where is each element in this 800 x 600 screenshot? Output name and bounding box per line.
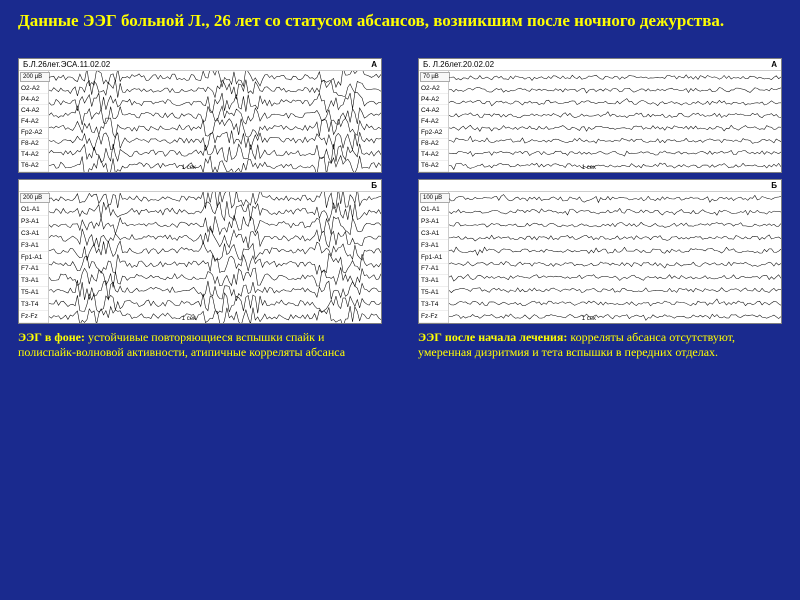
left-caption: ЭЭГ в фоне: устойчивые повторяющиеся всп… <box>18 330 382 360</box>
left-sub-b: Б <box>371 181 377 190</box>
left-column: Б.Л.26лет.ЭСА.11.02.02 А 200 µВ O2-A2P4-… <box>18 58 382 360</box>
channel-label: Fp2-A2 <box>19 128 48 139</box>
right-b-labels: 100 µВ O1-A1P3-A1C3-A1F3-A1Fp1-A1F7-A1T3… <box>419 192 449 323</box>
trace-area-rb: 1 сек <box>449 192 781 323</box>
channel-label: T5-A1 <box>419 287 448 299</box>
channel-label: T3-A1 <box>19 275 48 287</box>
channel-label: C3-A1 <box>19 228 48 240</box>
channel-label: F3-A1 <box>19 240 48 252</box>
channel-label: F7-A1 <box>19 264 48 276</box>
channel-label: T6-A2 <box>419 161 448 172</box>
channel-label: T3-A1 <box>419 275 448 287</box>
time-marker: 1 сек <box>582 316 596 322</box>
right-caption: ЭЭГ после начала лечения: корреляты абса… <box>418 330 782 360</box>
channel-label: F7-A1 <box>419 264 448 276</box>
channel-label: P4-A2 <box>19 94 48 105</box>
channel-label: O2-A2 <box>19 83 48 94</box>
ch-labels-la: O2-A2P4-A2C4-A2F4-A2Fp2-A2F8-A2T4-A2T6-A… <box>19 83 49 172</box>
channel-label: P3-A1 <box>419 216 448 228</box>
right-strip-b: Б 100 µВ O1-A1P3-A1C3-A1F3-A1Fp1-A1F7-A1… <box>418 179 782 324</box>
right-sub-b: Б <box>771 181 777 190</box>
trace-area-lb: 1 сек <box>49 192 381 323</box>
channel-label: O2-A2 <box>419 83 448 94</box>
left-b-labels: 200 µВ O1-A1P3-A1C3-A1F3-A1Fp1-A1F7-A1T3… <box>19 192 49 323</box>
channel-label: T3-T4 <box>19 299 48 311</box>
time-marker: 1 сек <box>182 316 196 322</box>
channel-label: Fz-Fz <box>419 311 448 323</box>
time-marker: 1 сек <box>582 165 596 171</box>
channel-label: P4-A2 <box>419 94 448 105</box>
time-marker: 1 сек <box>182 165 196 171</box>
scale-box: 200 µВ <box>20 72 50 82</box>
right-header-text: Б. Л.26лет.20.02.02 <box>423 60 494 69</box>
left-caption-lead: ЭЭГ в фоне: <box>18 330 85 344</box>
scale-box: 100 µВ <box>420 193 450 203</box>
left-strip-a: Б.Л.26лет.ЭСА.11.02.02 А 200 µВ O2-A2P4-… <box>18 58 382 173</box>
channel-label: F3-A1 <box>419 240 448 252</box>
right-strip-a: Б. Л.26лет.20.02.02 А 70 µВ O2-A2P4-A2C4… <box>418 58 782 173</box>
left-sub-a: А <box>371 60 377 69</box>
scale-box: 70 µВ <box>420 72 450 82</box>
channel-label: P3-A1 <box>19 216 48 228</box>
channel-label: Fp1-A1 <box>419 252 448 264</box>
trace-area-ra: 1 сек <box>449 71 781 172</box>
channel-label: T4-A2 <box>19 150 48 161</box>
channel-label: C4-A2 <box>419 105 448 116</box>
left-a-labels: 200 µВ O2-A2P4-A2C4-A2F4-A2Fp2-A2F8-A2T4… <box>19 71 49 172</box>
ch-labels-lb: O1-A1P3-A1C3-A1F3-A1Fp1-A1F7-A1T3-A1T5-A… <box>19 204 49 323</box>
channel-label: F4-A2 <box>19 116 48 127</box>
right-sub-a: А <box>771 60 777 69</box>
channel-label: F8-A2 <box>19 139 48 150</box>
ch-labels-ra: O2-A2P4-A2C4-A2F4-A2Fp2-A2F8-A2T4-A2T6-A… <box>419 83 449 172</box>
channel-label: T4-A2 <box>419 150 448 161</box>
channel-label: Fp2-A2 <box>419 128 448 139</box>
channel-label: F4-A2 <box>419 116 448 127</box>
channel-label: T3-T4 <box>419 299 448 311</box>
channel-label: T6-A2 <box>19 161 48 172</box>
channel-label: T5-A1 <box>19 287 48 299</box>
channel-label: Fp1-A1 <box>19 252 48 264</box>
channel-label: F8-A2 <box>419 139 448 150</box>
channel-label: O1-A1 <box>419 204 448 216</box>
ch-labels-rb: O1-A1P3-A1C3-A1F3-A1Fp1-A1F7-A1T3-A1T5-A… <box>419 204 449 323</box>
left-strip-b: Б 200 µВ O1-A1P3-A1C3-A1F3-A1Fp1-A1F7-A1… <box>18 179 382 324</box>
right-a-labels: 70 µВ O2-A2P4-A2C4-A2F4-A2Fp2-A2F8-A2T4-… <box>419 71 449 172</box>
trace-area-la: 1 сек <box>49 71 381 172</box>
channel-label: O1-A1 <box>19 204 48 216</box>
right-column: Б. Л.26лет.20.02.02 А 70 µВ O2-A2P4-A2C4… <box>418 58 782 360</box>
channel-label: C4-A2 <box>19 105 48 116</box>
slide-title: Данные ЭЭГ больной Л., 26 лет со статусо… <box>0 0 800 37</box>
channel-label: Fz-Fz <box>19 311 48 323</box>
panel-row: Б.Л.26лет.ЭСА.11.02.02 А 200 µВ O2-A2P4-… <box>18 58 782 360</box>
channel-label: C3-A1 <box>419 228 448 240</box>
left-header-text: Б.Л.26лет.ЭСА.11.02.02 <box>23 60 110 69</box>
right-caption-lead: ЭЭГ после начала лечения: <box>418 330 567 344</box>
scale-box: 200 µВ <box>20 193 50 203</box>
